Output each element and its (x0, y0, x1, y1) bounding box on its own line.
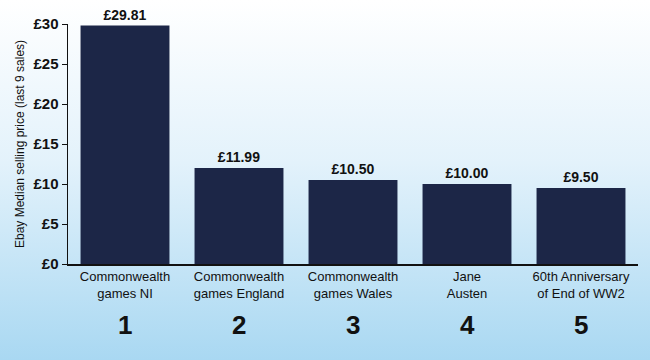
svg-text:3: 3 (346, 310, 360, 340)
svg-text:Commonwealthgames Wales: Commonwealthgames Wales (308, 269, 398, 301)
svg-text:Commonwealthgames NI: Commonwealthgames NI (80, 269, 170, 301)
svg-text:£10.50: £10.50 (331, 161, 374, 177)
svg-text:£5: £5 (42, 215, 59, 232)
svg-text:5: 5 (574, 310, 588, 340)
svg-text:60th Anniversaryof End of WW2: 60th Anniversaryof End of WW2 (533, 269, 630, 301)
svg-text:£10: £10 (33, 175, 58, 192)
svg-text:4: 4 (460, 310, 475, 340)
svg-text:Commonwealthgames England: Commonwealthgames England (194, 269, 284, 301)
svg-text:2: 2 (232, 310, 246, 340)
svg-text:1: 1 (118, 310, 132, 340)
svg-text:£15: £15 (33, 135, 58, 152)
svg-text:£10.00: £10.00 (445, 165, 488, 181)
svg-text:£9.50: £9.50 (563, 169, 598, 185)
svg-text:JaneAusten: JaneAusten (447, 269, 487, 301)
svg-text:£0: £0 (42, 255, 59, 272)
svg-text:Ebay Median selling price (las: Ebay Median selling price (last 9 sales) (13, 40, 27, 248)
svg-text:£20: £20 (33, 95, 58, 112)
svg-text:£25: £25 (33, 55, 58, 72)
svg-text:£11.99: £11.99 (218, 149, 260, 165)
svg-text:£29.81: £29.81 (103, 7, 146, 23)
svg-text:£30: £30 (33, 15, 58, 32)
